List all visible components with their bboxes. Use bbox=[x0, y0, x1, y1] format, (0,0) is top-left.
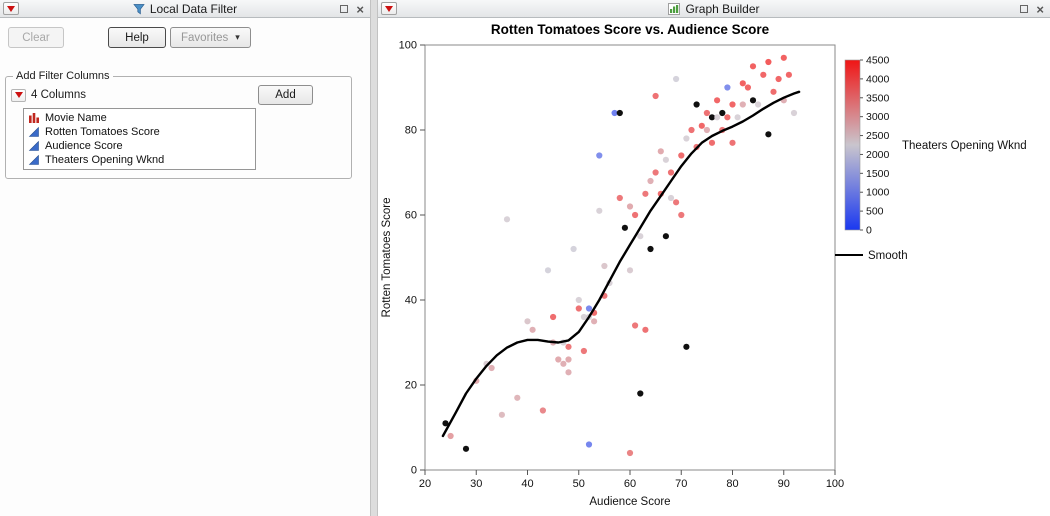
red-triangle-icon bbox=[385, 5, 393, 12]
favorites-button[interactable]: Favorites ▾ bbox=[170, 27, 251, 48]
svg-text:80: 80 bbox=[405, 125, 417, 137]
filter-toolbar: Clear Help Favorites ▾ bbox=[0, 18, 370, 56]
smooth-legend-entry: Smooth bbox=[835, 250, 908, 262]
add-button[interactable]: Add bbox=[258, 85, 313, 105]
favorites-label: Favorites bbox=[181, 31, 229, 44]
svg-text:30: 30 bbox=[470, 478, 482, 490]
close-icon[interactable]: × bbox=[1036, 1, 1044, 17]
add-filter-columns-title: Add Filter Columns bbox=[16, 70, 110, 82]
svg-text:Smooth: Smooth bbox=[868, 250, 908, 262]
svg-text:100: 100 bbox=[399, 40, 417, 52]
graph-canvas[interactable]: Rotten Tomatoes Score vs. Audience Score… bbox=[378, 18, 1050, 516]
svg-text:20: 20 bbox=[419, 478, 431, 490]
add-filter-columns-group: Add Filter Columns 4 Columns Add Movie N… bbox=[5, 70, 352, 179]
x-axis-label: Audience Score bbox=[589, 496, 670, 508]
smooth-curve bbox=[441, 90, 801, 438]
clear-button[interactable]: Clear bbox=[8, 27, 64, 48]
local-data-filter-menu-button[interactable] bbox=[3, 2, 19, 15]
red-triangle-icon bbox=[7, 5, 15, 12]
chevron-down-icon: ▾ bbox=[235, 32, 240, 42]
close-icon[interactable]: × bbox=[356, 1, 364, 17]
svg-text:1500: 1500 bbox=[866, 168, 890, 180]
svg-text:70: 70 bbox=[675, 478, 687, 490]
graph-builder-titlebar: Graph Builder × bbox=[378, 0, 1050, 18]
continuous-column-icon bbox=[28, 140, 40, 152]
column-name-label: Audience Score bbox=[45, 140, 123, 152]
svg-text:100: 100 bbox=[826, 478, 844, 490]
svg-text:2000: 2000 bbox=[866, 149, 890, 161]
svg-text:500: 500 bbox=[866, 206, 884, 218]
graph-builder-menu-button[interactable] bbox=[381, 2, 397, 15]
filter-column-item[interactable]: Audience Score bbox=[24, 139, 255, 153]
red-triangle-icon bbox=[14, 92, 23, 98]
column-name-label: Theaters Opening Wknd bbox=[45, 154, 165, 166]
help-button[interactable]: Help bbox=[108, 27, 166, 48]
graph-builder-icon bbox=[668, 2, 681, 15]
plot-frame bbox=[424, 44, 836, 471]
svg-text:20: 20 bbox=[405, 380, 417, 392]
continuous-column-icon bbox=[28, 126, 40, 138]
svg-text:3500: 3500 bbox=[866, 92, 890, 104]
svg-text:90: 90 bbox=[778, 478, 790, 490]
panel-title-local-data-filter: Local Data Filter bbox=[149, 1, 238, 16]
svg-text:2500: 2500 bbox=[866, 130, 890, 142]
column-name-label: Movie Name bbox=[45, 112, 107, 124]
local-data-filter-titlebar: Local Data Filter × bbox=[0, 0, 370, 18]
columns-header-row: 4 Columns Add bbox=[10, 84, 345, 108]
color-gradient-legend: 4500 4000 3500 3000 2500 2000 1500 1000 500 0 Thea… bbox=[844, 55, 1027, 237]
filter-column-list: Movie Name Rotten Tomatoes Score Audience … bbox=[23, 108, 256, 170]
chart-title: Rotten Tomatoes Score vs. Audience Score bbox=[491, 22, 770, 37]
filter-column-item[interactable]: Theaters Opening Wknd bbox=[24, 153, 255, 167]
svg-text:50: 50 bbox=[573, 478, 585, 490]
svg-text:4000: 4000 bbox=[866, 73, 890, 85]
y-axis-label: Rotten Tomatoes Score bbox=[381, 198, 393, 318]
panel-splitter[interactable] bbox=[370, 0, 378, 516]
svg-text:0: 0 bbox=[866, 225, 872, 237]
filter-column-item[interactable]: Movie Name bbox=[24, 111, 255, 125]
svg-text:60: 60 bbox=[624, 478, 636, 490]
svg-text:0: 0 bbox=[411, 465, 417, 477]
filter-funnel-icon bbox=[133, 3, 145, 15]
columns-red-triangle-button[interactable] bbox=[11, 88, 26, 102]
svg-text:80: 80 bbox=[726, 478, 738, 490]
svg-text:4500: 4500 bbox=[866, 55, 890, 67]
scatter-points bbox=[442, 54, 798, 457]
svg-text:1000: 1000 bbox=[866, 187, 890, 199]
svg-text:3000: 3000 bbox=[866, 111, 890, 123]
bar-chart-column-icon bbox=[28, 112, 40, 124]
restore-window-icon[interactable] bbox=[1020, 5, 1029, 13]
svg-text:40: 40 bbox=[405, 295, 417, 307]
svg-text:60: 60 bbox=[405, 210, 417, 222]
column-name-label: Rotten Tomatoes Score bbox=[45, 126, 160, 138]
svg-text:40: 40 bbox=[521, 478, 533, 490]
local-data-filter-panel: Local Data Filter × Clear Help Favorites… bbox=[0, 0, 370, 516]
graph-builder-panel: Graph Builder × Rotten Tomatoes Score vs… bbox=[378, 0, 1050, 516]
panel-title-graph-builder: Graph Builder bbox=[685, 1, 760, 16]
continuous-column-icon bbox=[28, 154, 40, 166]
legend-title: Theaters Opening Wknd bbox=[902, 140, 1027, 152]
restore-window-icon[interactable] bbox=[340, 5, 349, 13]
filter-column-item[interactable]: Rotten Tomatoes Score bbox=[24, 125, 255, 139]
columns-count-label: 4 Columns bbox=[31, 89, 86, 101]
